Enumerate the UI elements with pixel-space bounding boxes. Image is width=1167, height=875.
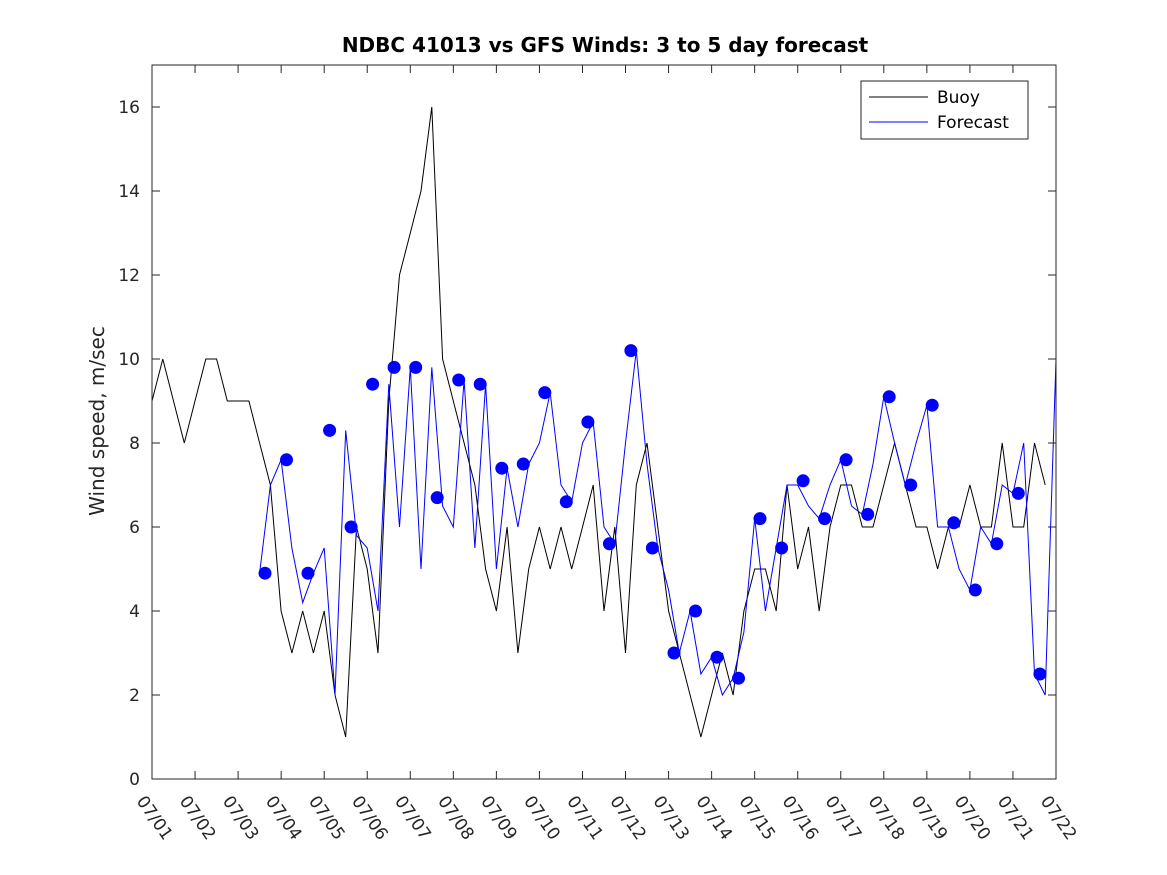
forecast-point (667, 646, 681, 660)
forecast-point (323, 423, 337, 437)
chart-title: NDBC 41013 vs GFS Winds: 3 to 5 day fore… (342, 33, 869, 57)
forecast-point (968, 583, 982, 597)
forecast-point (839, 453, 853, 467)
y-tick-label: 2 (129, 686, 140, 706)
forecast-point (495, 461, 509, 475)
y-tick-label: 12 (118, 266, 140, 286)
legend-label-forecast: Forecast (937, 113, 1009, 133)
forecast-point (581, 415, 595, 429)
forecast-point (947, 516, 961, 530)
forecast-point (882, 390, 896, 404)
forecast-point (409, 360, 423, 374)
forecast-point (301, 566, 315, 580)
y-axis-ticks: 0 2 4 6 8 10 12 14 16 (118, 98, 1056, 790)
forecast-point (904, 478, 918, 492)
series-layer (151, 106, 1057, 738)
y-tick-label: 14 (118, 182, 140, 202)
forecast-point (559, 495, 573, 509)
forecast-point (1033, 667, 1047, 681)
forecast-point (796, 474, 810, 488)
legend-box (860, 80, 1029, 140)
forecast-point (258, 566, 272, 580)
y-tick-label: 0 (129, 770, 140, 790)
forecast-point (1011, 486, 1025, 500)
forecast-point (710, 650, 724, 664)
y-tick-label: 10 (118, 350, 140, 370)
forecast-point (861, 507, 875, 521)
forecast-point (538, 386, 552, 400)
forecast-point (925, 398, 939, 412)
forecast-point (452, 373, 466, 387)
forecast-point (990, 537, 1004, 551)
forecast-point (732, 671, 745, 685)
forecast-point (280, 453, 293, 467)
y-tick-label: 6 (129, 518, 140, 538)
forecast-point (775, 541, 789, 555)
legend-label-buoy: Buoy (937, 88, 980, 108)
forecast-point (818, 512, 832, 526)
forecast-point (387, 360, 401, 374)
forecast-point (344, 520, 358, 534)
forecast-point (516, 457, 530, 471)
plot-frame (151, 64, 1057, 780)
y-tick-label: 8 (129, 434, 140, 454)
y-tick-label: 4 (129, 602, 140, 622)
forecast-point (645, 541, 659, 555)
forecast-point (366, 377, 380, 391)
forecast-point (473, 377, 487, 391)
forecast-point (624, 344, 638, 358)
forecast-point (689, 604, 702, 618)
y-tick-label: 16 (118, 98, 140, 118)
legend: Buoy Forecast (860, 80, 1029, 140)
y-axis-label: Wind speed, m/sec (85, 326, 109, 516)
forecast-point (430, 491, 444, 505)
forecast-point (753, 512, 767, 526)
forecast-point (602, 537, 616, 551)
